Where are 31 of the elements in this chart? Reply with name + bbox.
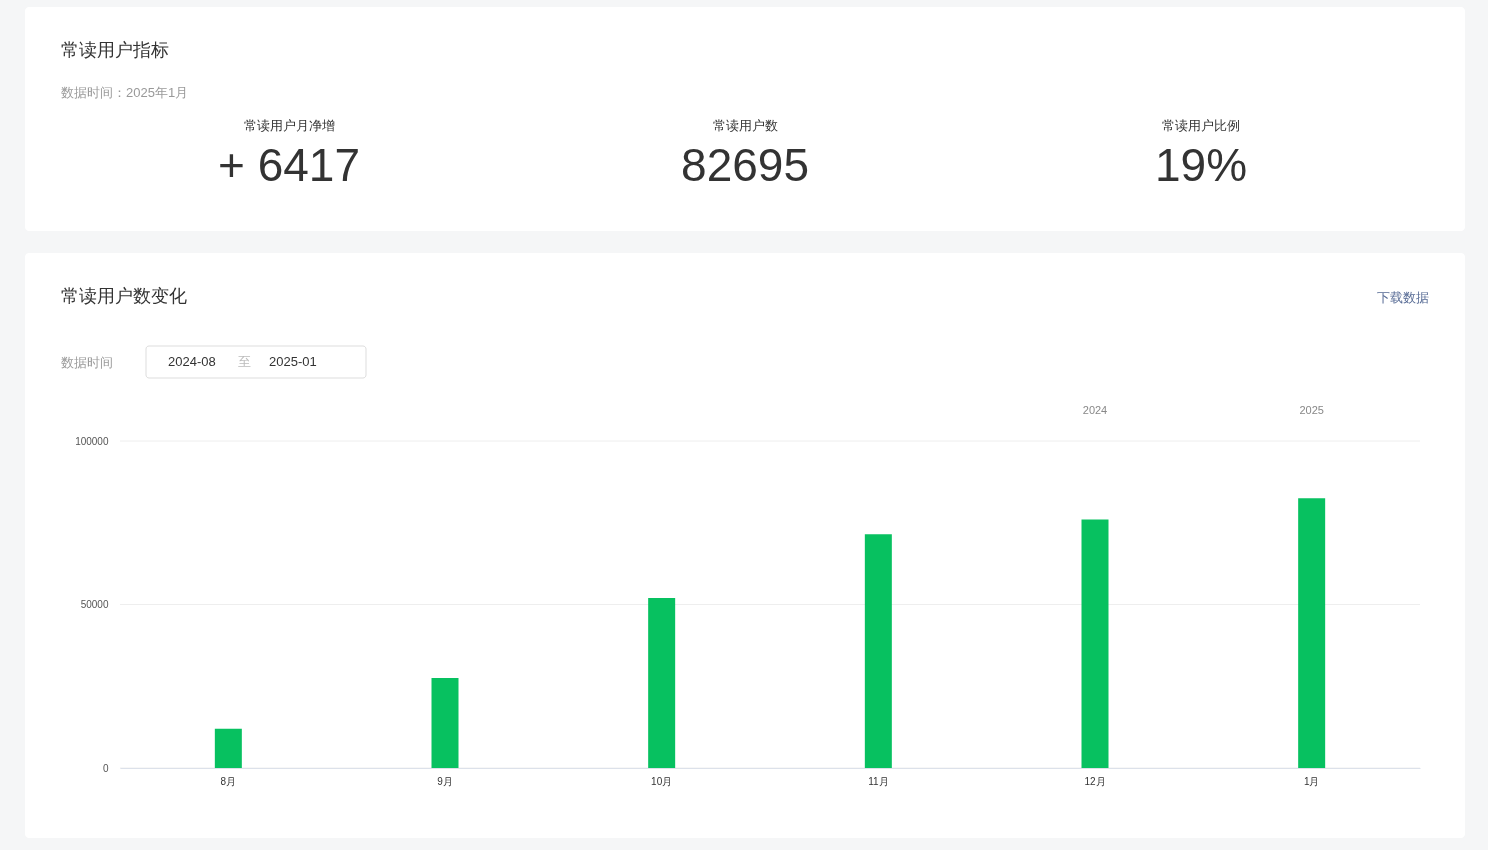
x-tick-label: 1月 (1303, 775, 1320, 787)
y-tick-label: 0 (102, 762, 109, 774)
bar (648, 597, 676, 768)
text: 2024 (1082, 404, 1108, 416)
text: 数据时间 (61, 355, 113, 370)
bar (431, 678, 459, 768)
text: + 6417 (218, 139, 360, 191)
text: 常读用户指标 (61, 40, 169, 60)
x-tick-label: 10月 (651, 775, 673, 787)
chart-title: 常读用户数变化 (61, 286, 187, 306)
text: 19% (1154, 139, 1248, 191)
text: 2025 (1299, 404, 1324, 416)
bar (864, 534, 892, 768)
bar (1081, 519, 1109, 768)
y-tick-label: 100000 (75, 435, 109, 447)
text: 常读用户数 (712, 118, 778, 133)
text: 2024-08 (168, 354, 216, 369)
bar (214, 728, 242, 768)
x-tick-label: 12月 (1084, 775, 1106, 787)
y-tick-label: 50000 (80, 599, 109, 610)
text: 常读用户月净增 (243, 118, 335, 133)
bar (1298, 498, 1326, 768)
text: 至 (237, 354, 251, 369)
text: 82695 (681, 139, 809, 191)
text: 常读用户比例 (1162, 118, 1240, 133)
text: 2025-01 (269, 354, 317, 369)
x-tick-label: 8月 (220, 775, 237, 787)
text: 下载数据 (1377, 290, 1429, 305)
x-tick-label: 11月 (868, 775, 889, 787)
x-tick-label: 9月 (437, 775, 453, 787)
text: 数据时间：2025年1月 (61, 85, 189, 100)
